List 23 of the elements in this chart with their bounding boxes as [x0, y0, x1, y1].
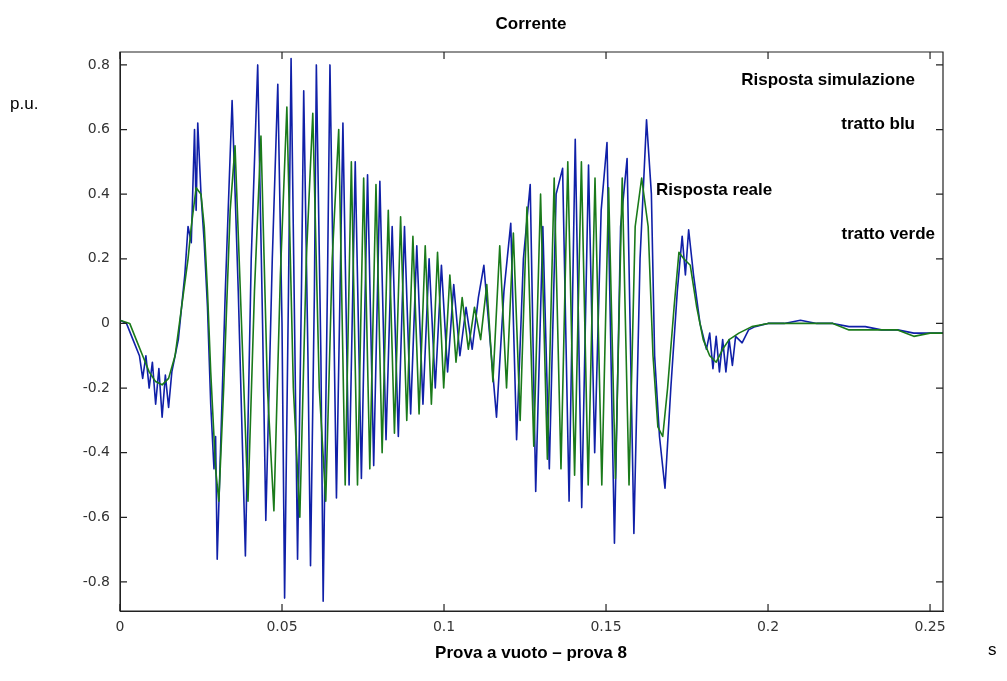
y-tick-label: 0 [101, 314, 110, 331]
y-axis-title: p.u. [10, 94, 39, 114]
x-axis-title: Prova a vuoto – prova 8 [435, 643, 627, 663]
y-tick-label: -0.8 [82, 572, 110, 589]
x-tick-label: 0.05 [266, 618, 298, 635]
x-tick-label: 0.25 [914, 618, 946, 635]
y-tick-label: 0.2 [87, 249, 110, 266]
annotation: tratto verde [841, 224, 935, 244]
x-tick-label: 0 [115, 618, 125, 635]
y-tick-label: 0.4 [87, 184, 111, 201]
y-tick-label: 0.8 [87, 55, 110, 72]
chart-title: Corrente [495, 14, 567, 34]
x-tick-label: 0.1 [432, 618, 456, 635]
y-tick-label: 0.6 [87, 120, 111, 137]
annotation: tratto blu [841, 114, 915, 134]
annotation: Risposta reale [656, 180, 773, 200]
x-tick-label: 0.15 [590, 618, 622, 635]
annotation: Risposta simulazione [741, 70, 915, 90]
y-tick-label: -0.4 [82, 443, 111, 460]
y-tick-label: -0.2 [82, 378, 110, 395]
text: s [988, 640, 997, 660]
y-tick-label: -0.6 [82, 507, 111, 524]
x-tick-label: 0.2 [756, 618, 780, 635]
